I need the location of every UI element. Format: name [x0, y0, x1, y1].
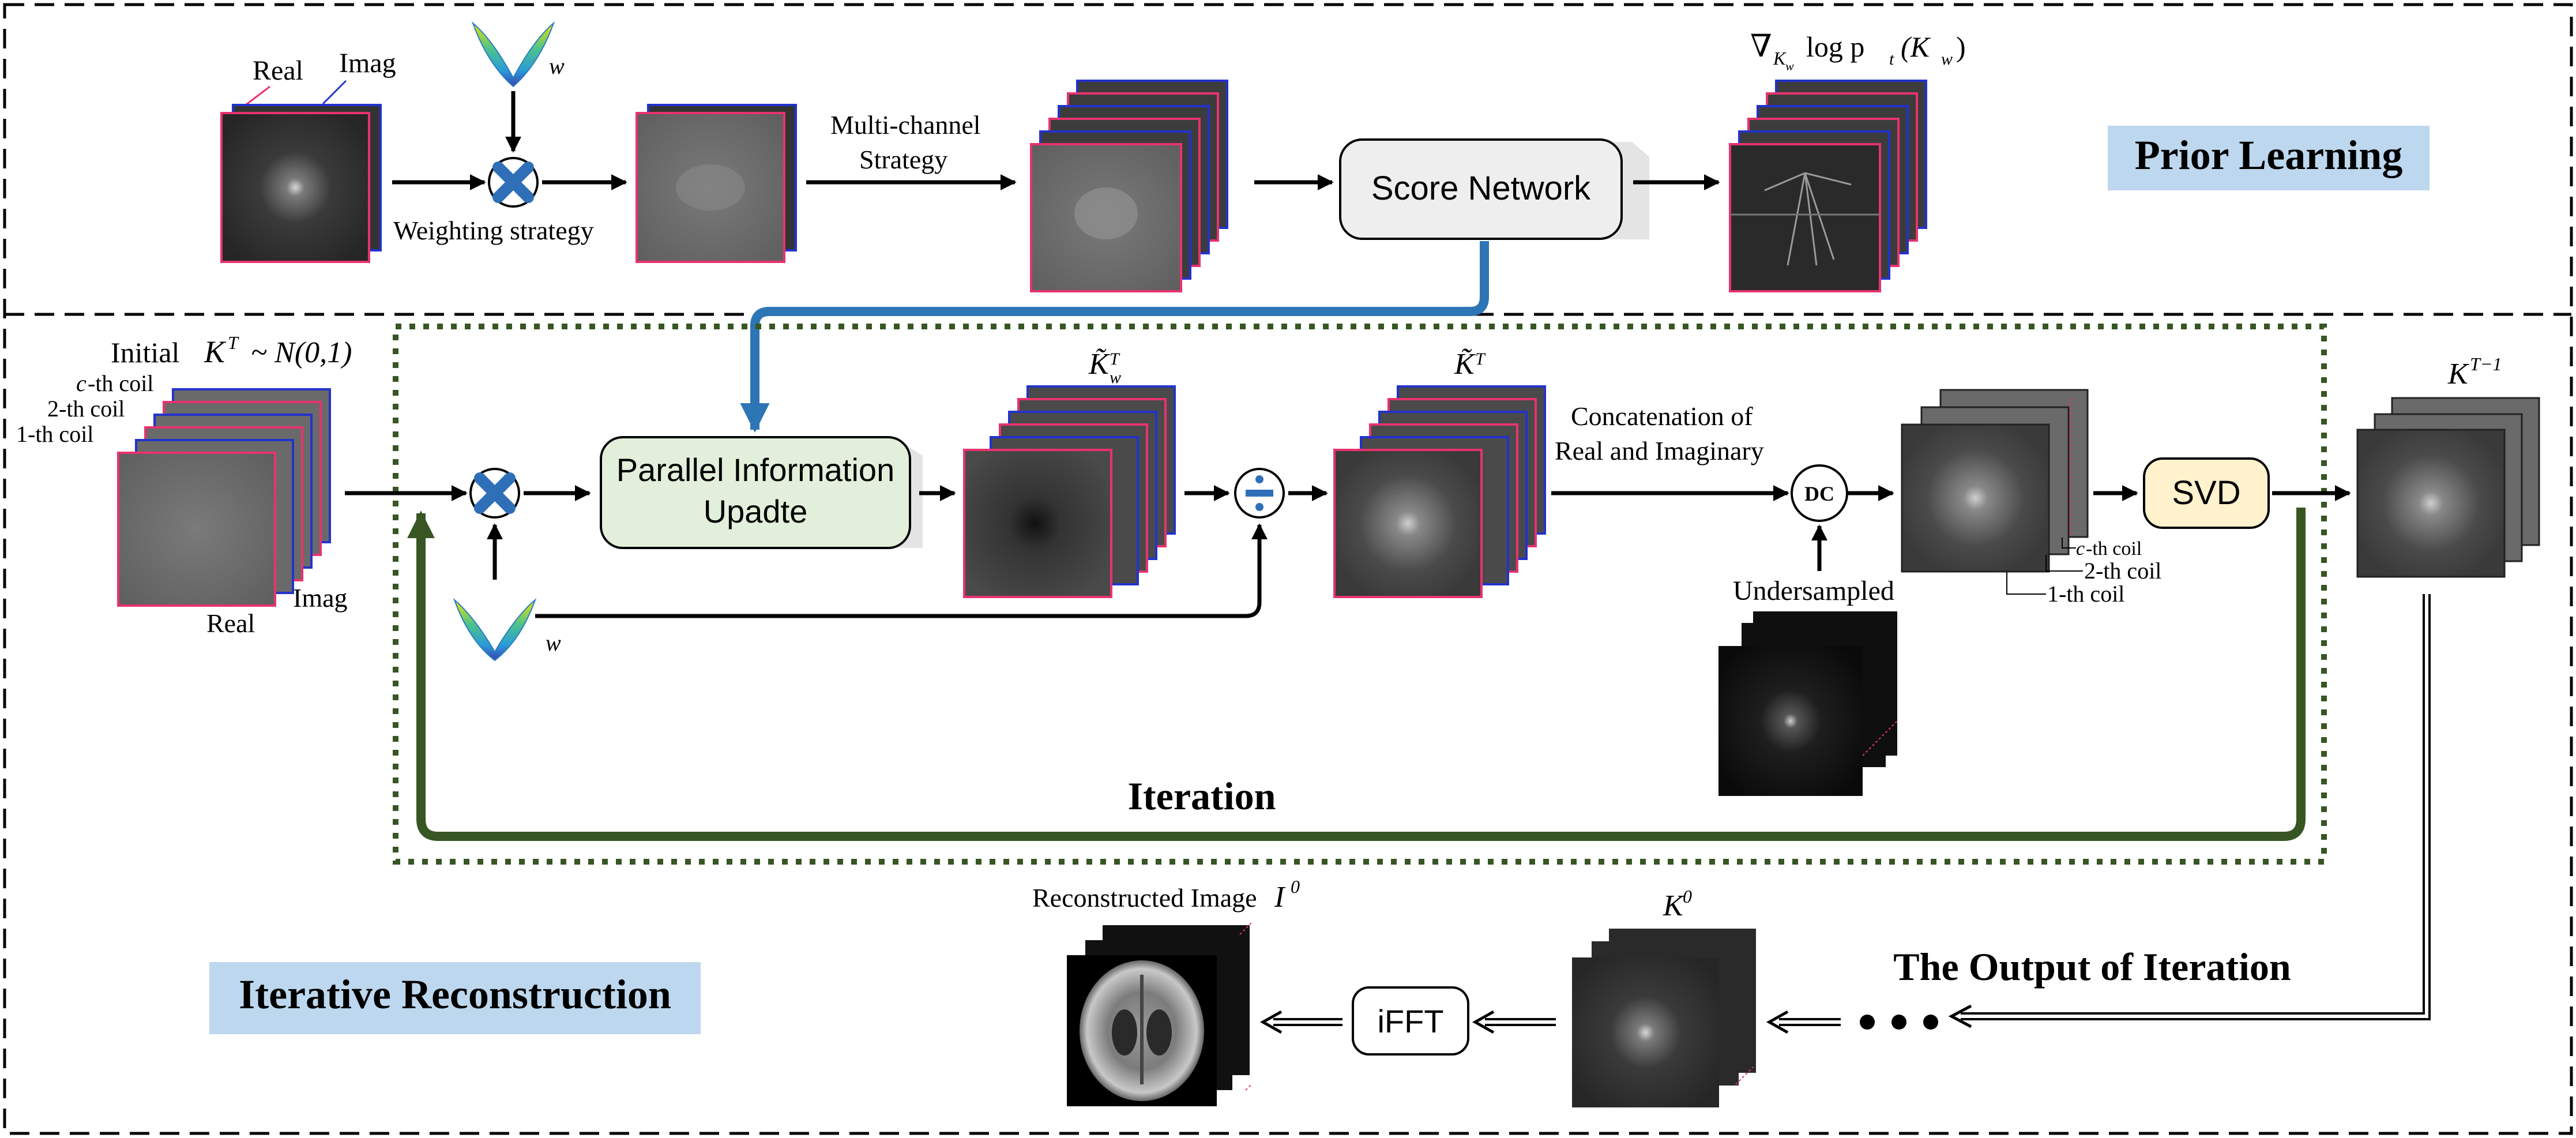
iteration-label: Iteration	[1128, 774, 1276, 818]
ifft-label: iFFT	[1377, 1003, 1443, 1039]
multichannel-stack	[1030, 80, 1228, 292]
weight-bowl-icon-bottom	[453, 598, 537, 662]
weight-bowl-icon	[471, 21, 555, 88]
k-hat-sup: T	[1475, 350, 1486, 369]
multiply-icon-bottom	[469, 468, 520, 519]
svg-text:∇: ∇	[1750, 29, 1772, 63]
parallel-label-1: Parallel Information	[616, 452, 894, 488]
out-coil-c: c	[2076, 538, 2085, 559]
kw-hat-sub: w	[1110, 368, 1121, 387]
kt1-stack	[2356, 397, 2540, 578]
coil-output-stack	[1901, 389, 2089, 573]
arrow-weight-to-divide	[535, 523, 1268, 618]
svg-text:K: K	[1773, 48, 1787, 69]
svg-text:w: w	[1941, 50, 1953, 69]
weighting-strategy-label: Weighting strategy	[393, 216, 594, 245]
weight-symbol-top: w	[549, 53, 565, 79]
prior-learning-title-bg	[2108, 126, 2430, 190]
imag-label-top: Imag	[339, 48, 396, 78]
coil-c-rest: -th coil	[88, 370, 153, 396]
divide-icon	[1234, 468, 1285, 519]
undersampled-stack	[1718, 611, 1898, 796]
svg-text:t: t	[1889, 50, 1894, 69]
iterative-title: Iterative Reconstruction	[239, 971, 671, 1017]
score-network-label: Score Network	[1371, 170, 1591, 207]
kt1-K: K	[2447, 358, 2469, 390]
input-kspace-real	[220, 112, 370, 263]
coil-c-label: c	[76, 370, 87, 396]
ellipsis-dots	[1860, 1015, 1938, 1030]
multichannel-label-1: Multi-channel	[830, 110, 981, 140]
iteration-feedback-arrow	[407, 508, 2306, 841]
coil-2-label: 2-th coil	[47, 396, 125, 422]
undersampled-label: Undersampled	[1733, 576, 1894, 606]
out-coil-1: 1-th coil	[2047, 581, 2124, 607]
score-formula: ∇ K w log p t (K w )	[1750, 29, 1966, 73]
ifft-box[interactable]	[1352, 986, 1469, 1056]
svg-text:): )	[1956, 31, 1966, 63]
recon-sup: 0	[1291, 876, 1300, 897]
svg-text:log p: log p	[1806, 31, 1864, 63]
parallel-label-2: Upadte	[704, 493, 808, 529]
concat-label-1: Concatenation of	[1571, 401, 1753, 431]
real-label-top: Real	[253, 55, 303, 86]
iterative-title-bg	[209, 962, 701, 1034]
svd-box[interactable]	[2143, 457, 2270, 529]
outer-dashed-border	[3, 3, 2573, 1135]
score-network-link	[740, 241, 1489, 433]
concat-label-2: Real and Imaginary	[1555, 436, 1764, 465]
multiply-icon-top	[488, 157, 539, 208]
real-label-bottom: Real	[206, 609, 255, 638]
score-network-box[interactable]	[1339, 138, 1623, 240]
initial-label: Initial	[111, 336, 179, 369]
prior-learning-section: Real Imag w Weighting strategy Multi-cha…	[220, 21, 2430, 292]
out-coil-2: 2-th coil	[2084, 558, 2161, 584]
multichannel-label-2: Strategy	[859, 145, 947, 174]
kw-hat-K: K̃	[1088, 348, 1110, 381]
svg-text:(K: (K	[1901, 31, 1931, 63]
svg-text:w: w	[1785, 59, 1794, 73]
prior-learning-title: Prior Learning	[2135, 132, 2403, 178]
k0-K: K	[1663, 889, 1684, 922]
svd-label: SVD	[2172, 474, 2240, 512]
score-output-stack	[1729, 80, 1927, 292]
k0-stack	[1572, 929, 1756, 1107]
output-double-line	[1961, 594, 2428, 1018]
initial-K: K	[204, 335, 227, 369]
coil-1-label: 1-th coil	[16, 421, 93, 447]
kw-hat-sup: T	[1110, 350, 1120, 369]
k-hat-K: K̃	[1454, 348, 1476, 381]
initial-K-sup: T	[228, 332, 239, 353]
recon-I: I	[1274, 881, 1286, 914]
dc-label: DC	[1804, 482, 1834, 505]
recon-label: Reconstructed Image	[1032, 883, 1257, 912]
imag-pointer-top	[322, 80, 347, 105]
kt1-sup: T−1	[2470, 354, 2502, 374]
reconstructed-image-stack	[1067, 922, 1252, 1106]
initial-dist: ~ N(0,1)	[251, 336, 352, 369]
imag-label-bottom: Imag	[293, 583, 348, 613]
output-double-arrowhead	[1948, 1004, 1972, 1028]
kw-hat-stack	[963, 385, 1176, 598]
output-of-iteration-label: The Output of Iteration	[1893, 945, 2291, 989]
initial-noise-stack	[117, 388, 331, 607]
dc-node	[1791, 464, 1848, 522]
weight-symbol-bottom: w	[546, 630, 561, 656]
out-coil-c-rest: -th coil	[2086, 538, 2142, 559]
parallel-update-box[interactable]	[600, 436, 911, 549]
k0-sup: 0	[1683, 886, 1692, 907]
iterative-section: Initial K T ~ N(0,1) c -th coil 2-th coi…	[16, 241, 2540, 1107]
k-hat-stack	[1333, 385, 1546, 598]
